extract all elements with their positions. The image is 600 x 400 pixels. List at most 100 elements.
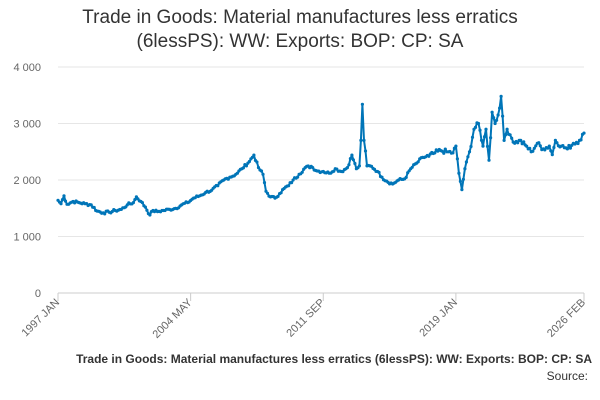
data-point (416, 160, 420, 164)
data-point (522, 140, 526, 144)
data-point (470, 135, 475, 139)
data-point (505, 127, 509, 131)
data-point (252, 153, 256, 157)
data-point (508, 133, 512, 137)
data-point (502, 138, 506, 142)
data-point (259, 169, 264, 173)
data-point (247, 159, 251, 164)
data-point (353, 161, 357, 166)
data-point (576, 141, 580, 146)
data-point (549, 149, 553, 153)
data-point (362, 138, 366, 142)
data-point (345, 166, 349, 170)
data-point (255, 160, 259, 164)
data-point (537, 141, 541, 145)
y-tick-label: 1 000 (13, 232, 41, 244)
data-point (332, 169, 336, 173)
data-point (103, 212, 107, 216)
data-point (516, 141, 520, 145)
data-point (466, 155, 470, 159)
data-point (532, 146, 536, 150)
data-point (460, 188, 464, 192)
data-point (377, 170, 381, 174)
data-point (461, 177, 465, 181)
x-tick-label: 2019 JAN (417, 297, 460, 340)
data-point (543, 148, 547, 152)
data-point (489, 136, 493, 140)
data-point (567, 143, 571, 148)
data-point (534, 144, 538, 148)
data-point (493, 121, 497, 126)
data-point (487, 158, 491, 162)
data-point (348, 157, 352, 161)
data-point (360, 102, 364, 106)
data-point (262, 181, 267, 185)
data-point (498, 106, 502, 110)
data-point (568, 146, 573, 150)
series-points (56, 94, 586, 217)
data-point (455, 157, 459, 161)
data-point (244, 164, 248, 168)
data-point (311, 166, 315, 170)
data-point (476, 121, 481, 126)
data-point (410, 165, 414, 169)
y-tick-label: 2 000 (13, 175, 41, 187)
data-point (265, 191, 270, 195)
data-point (216, 184, 220, 188)
data-point (479, 138, 484, 142)
data-point (291, 178, 295, 182)
chart-caption-text: Trade in Goods: Material manufactures le… (76, 352, 592, 366)
data-point (241, 166, 245, 170)
chart-title-line-1: Trade in Goods: Material manufactures le… (82, 7, 518, 28)
data-point (351, 158, 355, 162)
y-tick-label: 4 000 (13, 62, 41, 74)
gridlines (58, 66, 584, 237)
data-point (463, 167, 467, 171)
x-axis: 1997 JAN 2004 MAY 2011 SEP 2019 JAN 2026 FEB (19, 293, 588, 341)
data-point (60, 198, 65, 202)
data-point (565, 147, 570, 151)
y-axis: 0 1 000 2 000 3 000 4 000 (13, 62, 41, 300)
data-point (519, 138, 523, 142)
data-point (582, 131, 586, 135)
y-tick-label: 0 (35, 288, 41, 300)
data-point (458, 179, 462, 183)
data-point (133, 198, 137, 202)
data-point (454, 144, 458, 148)
data-point (496, 113, 500, 117)
data-point (467, 150, 472, 154)
y-tick-label: 3 000 (13, 119, 41, 131)
data-point (504, 133, 508, 137)
data-point (478, 128, 482, 132)
source-label: Source: (546, 369, 588, 383)
data-point (62, 194, 66, 198)
data-point (256, 166, 261, 170)
data-point (528, 146, 532, 150)
data-point (92, 205, 96, 210)
data-point (261, 172, 265, 176)
data-point (59, 202, 63, 206)
data-point (495, 118, 499, 122)
data-point (276, 194, 280, 198)
data-point (538, 144, 542, 148)
data-point (457, 171, 461, 175)
data-point (296, 175, 300, 179)
data-point (552, 145, 556, 150)
data-point (131, 201, 135, 205)
data-point (579, 138, 583, 142)
data-point (148, 213, 152, 217)
data-point (550, 153, 554, 157)
data-point (350, 153, 354, 157)
data-point (442, 151, 446, 155)
data-point (363, 149, 368, 153)
data-point (433, 151, 437, 155)
data-point (250, 155, 254, 159)
data-point (553, 138, 558, 142)
data-point (531, 149, 535, 153)
data-point (140, 201, 144, 205)
x-tick-label: 1997 JAN (19, 297, 62, 340)
x-tick-label: 2026 FEB (545, 297, 588, 340)
data-point (492, 116, 496, 120)
data-point (525, 144, 529, 148)
